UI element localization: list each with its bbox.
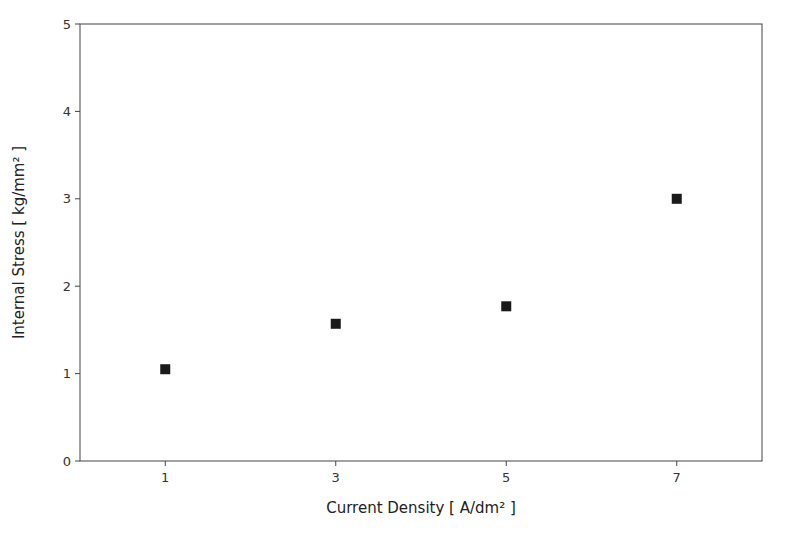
y-tick: [75, 286, 80, 287]
y-tick: [75, 461, 80, 462]
x-tick: [506, 461, 507, 466]
x-tick-label: 7: [673, 470, 681, 485]
y-tick-label: 2: [63, 279, 71, 294]
y-tick: [75, 373, 80, 374]
y-axis-label: Internal Stress [ kg/mm² ]: [10, 146, 28, 339]
y-axis: 0 1 2 3 4 5: [63, 17, 80, 469]
x-tick: [676, 461, 677, 466]
point: [331, 319, 341, 329]
y-tick: [75, 198, 80, 199]
points: [160, 194, 682, 374]
chart: 1 3 5 7 0 1 2 3 4 5 Current Density [ A/dm² ] Inter…: [0, 0, 786, 533]
y-tick: [75, 111, 80, 112]
chart-container: 1 3 5 7 0 1 2 3 4 5 Current Density [ A/dm² ] Inter…: [0, 0, 786, 533]
x-axis-label: Current Density [ A/dm² ]: [326, 499, 516, 517]
point: [160, 364, 170, 374]
x-tick-label: 3: [332, 470, 340, 485]
x-tick-label: 5: [502, 470, 510, 485]
y-tick-label: 3: [63, 191, 71, 206]
x-tick: [335, 461, 336, 466]
y-tick-label: 1: [63, 366, 71, 381]
plot-frame: [80, 24, 762, 461]
point: [501, 301, 511, 311]
x-axis: 1 3 5 7: [161, 461, 681, 485]
y-tick-label: 5: [63, 17, 71, 32]
x-tick: [165, 461, 166, 466]
x-tick-label: 1: [161, 470, 169, 485]
y-tick-label: 0: [63, 454, 71, 469]
y-tick: [75, 24, 80, 25]
y-tick-label: 4: [63, 104, 71, 119]
point: [672, 194, 682, 204]
